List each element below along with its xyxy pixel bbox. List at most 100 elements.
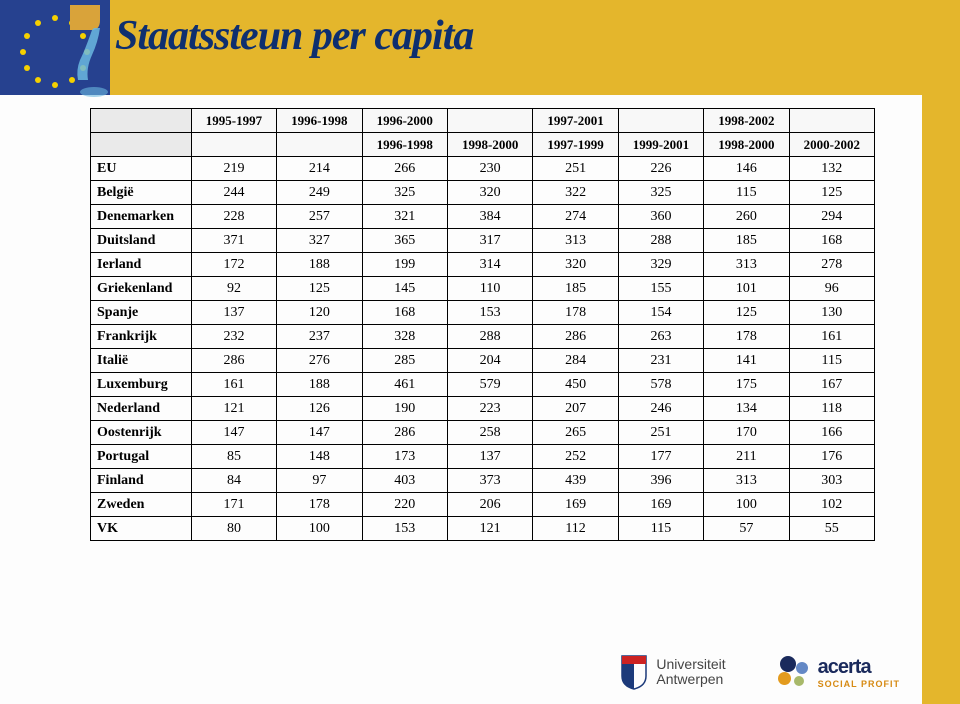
value-cell: 461 [362, 373, 447, 397]
value-cell: 161 [191, 373, 276, 397]
value-cell: 313 [533, 229, 618, 253]
value-cell: 252 [533, 445, 618, 469]
col-header [618, 109, 703, 133]
value-cell: 329 [618, 253, 703, 277]
slide: Staatssteun per capita 1995-19971996-199… [0, 0, 960, 704]
value-cell: 288 [447, 325, 532, 349]
value-cell: 168 [362, 301, 447, 325]
value-cell: 278 [789, 253, 874, 277]
value-cell: 214 [277, 157, 362, 181]
value-cell: 161 [789, 325, 874, 349]
country-cell: Spanje [91, 301, 192, 325]
col-subheader: 1998-2000 [447, 133, 532, 157]
value-cell: 112 [533, 517, 618, 541]
value-cell: 322 [533, 181, 618, 205]
table-row: Ierland172188199314320329313278 [91, 253, 875, 277]
col-header: 1995-1997 [191, 109, 276, 133]
value-cell: 132 [789, 157, 874, 181]
value-cell: 137 [447, 445, 532, 469]
value-cell: 320 [447, 181, 532, 205]
value-cell: 155 [618, 277, 703, 301]
country-cell: Denemarken [91, 205, 192, 229]
value-cell: 403 [362, 469, 447, 493]
value-cell: 55 [789, 517, 874, 541]
value-cell: 258 [447, 421, 532, 445]
value-cell: 223 [447, 397, 532, 421]
value-cell: 121 [447, 517, 532, 541]
value-cell: 167 [789, 373, 874, 397]
value-cell: 228 [191, 205, 276, 229]
ua-shield-icon [620, 654, 648, 690]
value-cell: 288 [618, 229, 703, 253]
col-subheader: 1999-2001 [618, 133, 703, 157]
value-cell: 219 [191, 157, 276, 181]
value-cell: 115 [704, 181, 789, 205]
value-cell: 110 [447, 277, 532, 301]
table-row: Duitsland371327365317313288185168 [91, 229, 875, 253]
acerta-name: acerta [818, 656, 900, 679]
value-cell: 178 [277, 493, 362, 517]
value-cell: 365 [362, 229, 447, 253]
value-cell: 170 [704, 421, 789, 445]
header-row-1: 1995-19971996-19981996-20001997-20011998… [91, 109, 875, 133]
eu-flag-icon [0, 0, 120, 105]
table-row: Portugal85148173137252177211176 [91, 445, 875, 469]
value-cell: 120 [277, 301, 362, 325]
value-cell: 97 [277, 469, 362, 493]
ua-line1: Universiteit [656, 657, 725, 672]
value-cell: 146 [704, 157, 789, 181]
value-cell: 188 [277, 253, 362, 277]
data-table-container: 1995-19971996-19981996-20001997-20011998… [90, 108, 875, 541]
acerta-dots-icon [776, 654, 812, 690]
country-cell: Duitsland [91, 229, 192, 253]
value-cell: 57 [704, 517, 789, 541]
value-cell: 134 [704, 397, 789, 421]
country-cell: EU [91, 157, 192, 181]
table-row: VK801001531211121155755 [91, 517, 875, 541]
value-cell: 206 [447, 493, 532, 517]
country-cell: Zweden [91, 493, 192, 517]
country-cell: Finland [91, 469, 192, 493]
value-cell: 100 [277, 517, 362, 541]
col-header: 1997-2001 [533, 109, 618, 133]
value-cell: 141 [704, 349, 789, 373]
value-cell: 578 [618, 373, 703, 397]
table-row: België244249325320322325115125 [91, 181, 875, 205]
col-header: 1998-2002 [704, 109, 789, 133]
value-cell: 439 [533, 469, 618, 493]
col-header [447, 109, 532, 133]
value-cell: 80 [191, 517, 276, 541]
value-cell: 185 [533, 277, 618, 301]
universiteit-antwerpen-logo: Universiteit Antwerpen [620, 654, 725, 690]
value-cell: 265 [533, 421, 618, 445]
value-cell: 327 [277, 229, 362, 253]
col-subheader: 1996-1998 [362, 133, 447, 157]
value-cell: 249 [277, 181, 362, 205]
value-cell: 171 [191, 493, 276, 517]
country-cell: Griekenland [91, 277, 192, 301]
col-header [789, 109, 874, 133]
value-cell: 147 [191, 421, 276, 445]
value-cell: 231 [618, 349, 703, 373]
value-cell: 178 [533, 301, 618, 325]
country-cell: Frankrijk [91, 325, 192, 349]
value-cell: 325 [362, 181, 447, 205]
col-subheader: 2000-2002 [789, 133, 874, 157]
value-cell: 251 [618, 421, 703, 445]
value-cell: 100 [704, 493, 789, 517]
country-cell: Italië [91, 349, 192, 373]
value-cell: 260 [704, 205, 789, 229]
value-cell: 147 [277, 421, 362, 445]
value-cell: 102 [789, 493, 874, 517]
value-cell: 286 [362, 421, 447, 445]
value-cell: 115 [618, 517, 703, 541]
value-cell: 246 [618, 397, 703, 421]
country-cell: Ierland [91, 253, 192, 277]
value-cell: 285 [362, 349, 447, 373]
right-gold-strip [922, 95, 960, 704]
table-row: Nederland121126190223207246134118 [91, 397, 875, 421]
col-subheader [191, 133, 276, 157]
value-cell: 360 [618, 205, 703, 229]
value-cell: 137 [191, 301, 276, 325]
value-cell: 101 [704, 277, 789, 301]
